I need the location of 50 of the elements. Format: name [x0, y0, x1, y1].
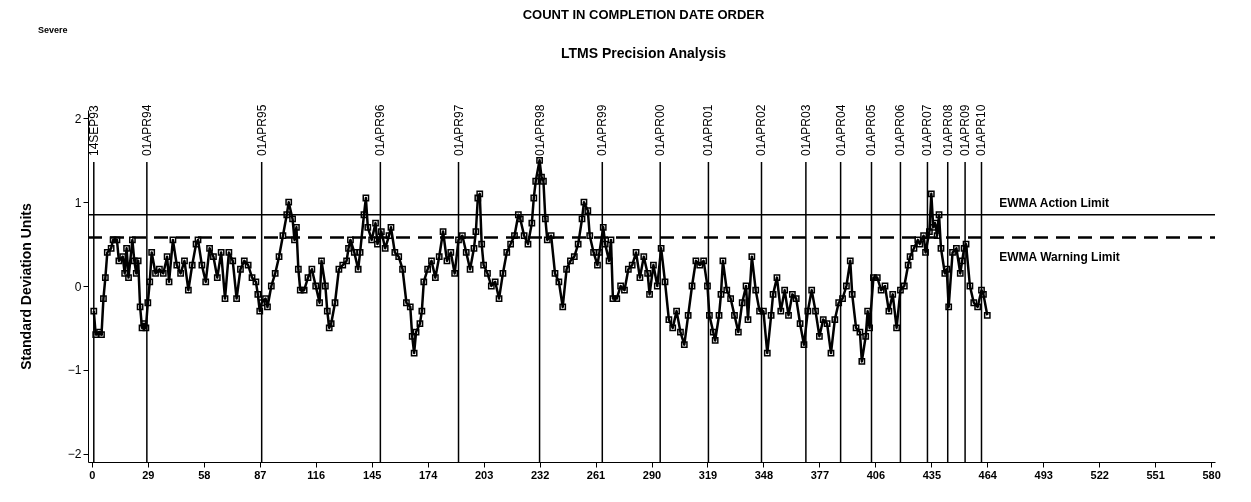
- ref-line-label: 01APR97: [451, 104, 466, 156]
- x-tick-label: 290: [642, 468, 662, 481]
- ref-line-label: 01APR07: [920, 104, 935, 156]
- x-tick-label: 29: [142, 468, 155, 481]
- ref-line-label: 01APR09: [958, 104, 973, 156]
- chart-subtitle: LTMS Precision Analysis: [561, 45, 727, 61]
- x-tick-label: 435: [922, 468, 941, 481]
- ref-line-label: 01APR04: [833, 104, 848, 156]
- ref-line-label: 01APR99: [595, 104, 610, 156]
- y-tick-label: 1: [74, 195, 82, 210]
- ref-line-label: 01APR94: [139, 104, 154, 156]
- ref-line-label: 01APR98: [532, 104, 547, 156]
- x-tick-label: 406: [866, 468, 886, 481]
- text: Severe: [38, 25, 68, 35]
- x-tick-label: 232: [530, 468, 550, 481]
- ref-line-label: EWMA Warning Limit: [999, 250, 1120, 265]
- x-tick-label: 87: [254, 468, 267, 481]
- ref-line-label: 01APR05: [864, 104, 879, 156]
- y-tick-label: 2: [74, 111, 82, 126]
- x-tick-label: 174: [418, 468, 439, 481]
- ref-line-label: 01APR01: [701, 104, 716, 156]
- ref-line-label: 01APR02: [754, 104, 769, 156]
- ref-line-label: EWMA Action Limit: [999, 195, 1110, 210]
- ref-line-label: 01APR06: [893, 104, 908, 156]
- x-tick-label: 319: [698, 468, 718, 481]
- x-tick-label: 261: [586, 468, 606, 481]
- chart-title: COUNT IN COMPLETION DATE ORDER: [522, 7, 765, 22]
- ref-line-label: 14SEP93: [86, 104, 101, 156]
- ref-line-label: 01APR96: [373, 104, 388, 156]
- x-tick-label: 145: [363, 468, 382, 481]
- ref-line-label: 01APR00: [653, 104, 668, 156]
- y-axis-title: Standard Deviation Units: [17, 203, 34, 370]
- ref-line-label: 01APR03: [798, 104, 813, 156]
- x-tick-label: 580: [1202, 468, 1221, 481]
- x-tick-label: 377: [810, 468, 830, 481]
- y-tick-label: 0: [74, 279, 82, 294]
- x-tick-label: 493: [1034, 468, 1053, 481]
- x-tick-label: 116: [307, 468, 326, 481]
- x-tick-label: 58: [198, 468, 211, 481]
- x-tick-label: 464: [978, 468, 998, 481]
- y-tick-label: −1: [67, 363, 82, 378]
- x-tick-label: 551: [1146, 468, 1165, 481]
- ref-line-label: 01APR10: [974, 104, 989, 156]
- x-tick-label: 0: [89, 468, 96, 481]
- ref-line-label: 01APR08: [940, 104, 955, 156]
- ref-line-label: 01APR95: [254, 104, 269, 156]
- x-tick-label: 203: [474, 468, 494, 481]
- y-tick-label: −2: [67, 447, 82, 462]
- x-tick-label: 348: [754, 468, 774, 481]
- x-tick-label: 522: [1090, 468, 1109, 481]
